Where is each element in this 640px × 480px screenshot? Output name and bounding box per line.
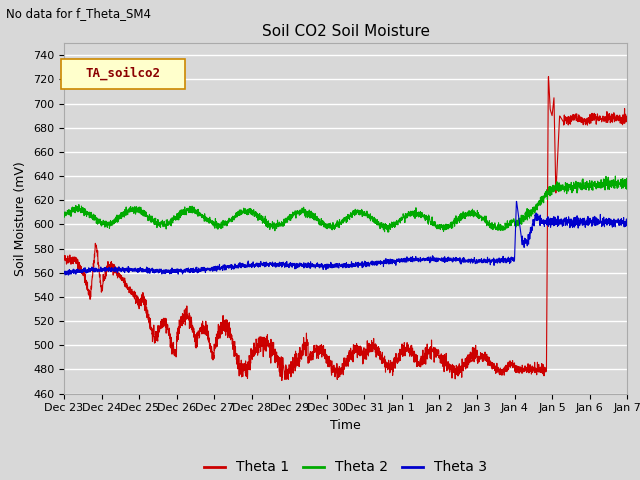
Y-axis label: Soil Moisture (mV): Soil Moisture (mV) [15,161,28,276]
Legend: Theta 1, Theta 2, Theta 3: Theta 1, Theta 2, Theta 3 [198,455,493,480]
Text: TA_soilco2: TA_soilco2 [86,67,161,80]
X-axis label: Time: Time [330,419,361,432]
FancyBboxPatch shape [61,59,185,89]
Title: Soil CO2 Soil Moisture: Soil CO2 Soil Moisture [262,24,429,39]
Text: No data for f_Theta_SM4: No data for f_Theta_SM4 [6,7,152,20]
